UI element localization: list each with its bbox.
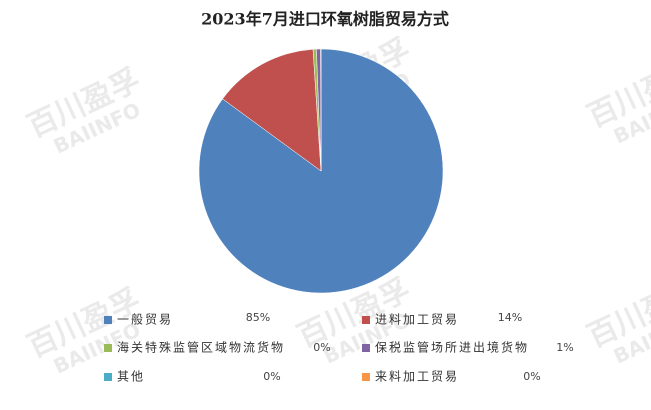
- legend-marker: [362, 316, 370, 324]
- legend-marker: [104, 316, 112, 324]
- legend-marker: [362, 373, 370, 381]
- value-label: 1%: [556, 341, 573, 354]
- value-label: 0%: [313, 341, 330, 354]
- legend-marker: [104, 373, 112, 381]
- legend-label: 其他: [117, 370, 145, 384]
- legend-marker: [104, 344, 112, 352]
- value-label: 0%: [263, 370, 280, 383]
- legend-label: 保税监管场所进出境货物: [375, 340, 529, 355]
- legend-label: 来料加工贸易: [375, 370, 459, 384]
- value-label: 85%: [246, 311, 270, 324]
- value-label: 14%: [498, 311, 522, 324]
- legend-marker: [362, 344, 370, 352]
- legend-label: 海关特殊监管区域物流货物: [117, 340, 285, 355]
- value-label: 0%: [523, 370, 540, 383]
- legend-label: 一般贸易: [117, 312, 173, 327]
- chart-title: 2023年7月进口环氧树脂贸易方式: [201, 10, 449, 29]
- legend-label: 进料加工贸易: [375, 313, 459, 327]
- pie-slice: [222, 48, 322, 172]
